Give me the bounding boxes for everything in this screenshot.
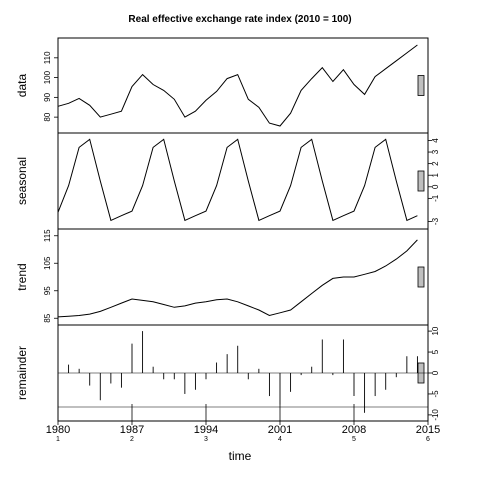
- panel-trend-range-bar: [417, 266, 425, 288]
- x-tick-label-4: 2008: [342, 424, 366, 436]
- x-tick-label-5: 2015: [416, 424, 440, 436]
- panel-remainder-ytick-label-4: 10: [431, 326, 440, 335]
- panel-seasonal-ytick-label-6: 4: [431, 138, 440, 143]
- panel-seasonal-ylabel: seasonal: [15, 157, 29, 205]
- x-subtick-label-2: 3: [204, 436, 208, 443]
- panel-seasonal-ytick-label-3: 1: [431, 172, 440, 177]
- x-subtick-label-5: 6: [426, 436, 430, 443]
- panel-data-ylabel: data: [15, 73, 29, 97]
- panel-seasonal-ytick-label-4: 2: [431, 161, 440, 166]
- panel-trend-series-line: [57, 239, 418, 318]
- chart-title: Real effective exchange rate index (2010…: [128, 14, 351, 25]
- x-subtick-label-1: 2: [130, 436, 134, 443]
- panel-seasonal-series-line: [57, 138, 418, 222]
- panel-trend-ytick-label-2: 105: [43, 256, 52, 270]
- panel-seasonal-range-bar: [417, 170, 425, 192]
- panel-data-series-line: [57, 44, 418, 127]
- x-subtick-label-0: 1: [56, 436, 60, 443]
- panel-remainder-ytick-label-0: -10: [431, 409, 440, 421]
- panel-trend-frame: [57, 228, 429, 326]
- panel-data-ytick-label-0: 80: [43, 112, 52, 121]
- panel-data-ytick-label-1: 90: [43, 92, 52, 101]
- panel-trend-ylabel: trend: [15, 263, 29, 290]
- x-tick-label-1: 1987: [120, 424, 144, 436]
- panel-seasonal-ytick-label-5: 3: [431, 149, 440, 154]
- panel-remainder-ytick-label-2: 0: [431, 370, 440, 375]
- panel-seasonal-ytick-label-2: 0: [431, 184, 440, 189]
- panel-seasonal-frame: [57, 132, 429, 230]
- panel-remainder-ytick-label-3: 5: [431, 349, 440, 354]
- panel-data-frame: [57, 37, 429, 134]
- x-subtick-label-4: 5: [352, 436, 356, 443]
- panel-data-ytick-label-3: 110: [43, 51, 52, 64]
- panel-data-range-bar: [417, 75, 425, 96]
- panel-trend-ytick-label-3: 115: [43, 229, 52, 242]
- panel-trend-ytick-label-1: 95: [43, 286, 52, 295]
- panel-remainder-ylabel: remainder: [15, 346, 29, 400]
- x-axis-label: time: [229, 449, 252, 463]
- x-tick-label-0: 1980: [46, 424, 70, 436]
- panel-seasonal-ytick-label-0: -3: [431, 217, 440, 225]
- x-subtick-label-3: 4: [278, 436, 282, 443]
- x-tick-label-3: 2001: [268, 424, 292, 436]
- panel-data-ytick-label-2: 100: [43, 70, 52, 84]
- panel-trend-ytick-label-0: 85: [43, 313, 52, 322]
- x-tick-label-2: 1994: [194, 424, 218, 436]
- panel-remainder-ytick-label-1: -5: [431, 390, 440, 398]
- panel-seasonal-ytick-label-1: -1: [431, 194, 440, 202]
